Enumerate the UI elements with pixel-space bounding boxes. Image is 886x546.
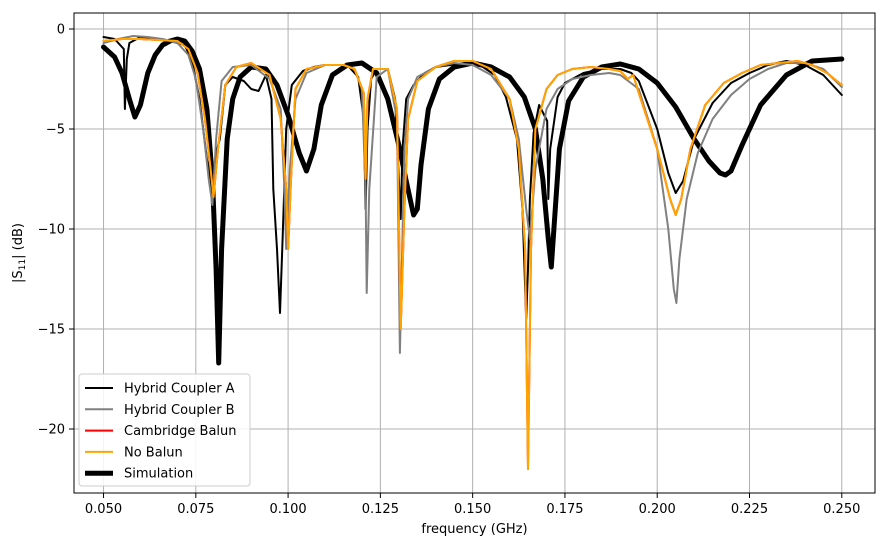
y-axis-label-subscript: 11 <box>18 259 28 270</box>
legend-label-no-balun: No Balun <box>124 445 183 460</box>
legend: Hybrid Coupler A Hybrid Coupler B Cambridg… <box>78 373 251 487</box>
x-tick-label: 0.225 <box>731 502 768 517</box>
series-line-simulation <box>101 36 845 366</box>
legend-box <box>78 373 251 487</box>
x-tick-label: 0.200 <box>639 502 676 517</box>
y-tick-label: −15 <box>38 323 65 338</box>
plot-frame <box>73 12 876 494</box>
axis-ticks: 0.050 0.075 0.100 0.125 0.150 0.175 0.200 0.225… <box>38 23 861 518</box>
y-tick-label: 0 <box>57 23 65 38</box>
y-axis-label: |S11| (dB) <box>11 223 28 283</box>
y-axis-label-suffix: | (dB) <box>11 223 26 259</box>
y-tick-label: −20 <box>38 423 65 438</box>
grid-lines <box>74 13 875 493</box>
series-line-no-balun <box>102 38 843 470</box>
series-line-hybrid-coupler-b <box>102 35 843 354</box>
x-tick-label: 0.075 <box>177 502 214 517</box>
x-tick-label: 0.175 <box>546 502 583 517</box>
y-tick-label: −5 <box>46 123 65 138</box>
x-tick-label: 0.150 <box>454 502 491 517</box>
y-axis-label-main: |S <box>11 270 26 283</box>
legend-label-cambridge-balun: Cambridge Balun <box>124 424 237 439</box>
y-tick-label: −10 <box>38 223 65 238</box>
x-tick-label: 0.100 <box>269 502 306 517</box>
legend-label-hybrid-coupler-b: Hybrid Coupler B <box>124 403 235 418</box>
legend-label-simulation: Simulation <box>124 467 193 482</box>
x-axis-label: frequency (GHz) <box>421 522 527 537</box>
legend-label-hybrid-coupler-a: Hybrid Coupler A <box>124 382 235 397</box>
x-tick-label: 0.250 <box>823 502 860 517</box>
x-tick-label: 0.050 <box>85 502 122 517</box>
x-tick-label: 0.125 <box>362 502 399 517</box>
series-layer <box>101 35 845 470</box>
